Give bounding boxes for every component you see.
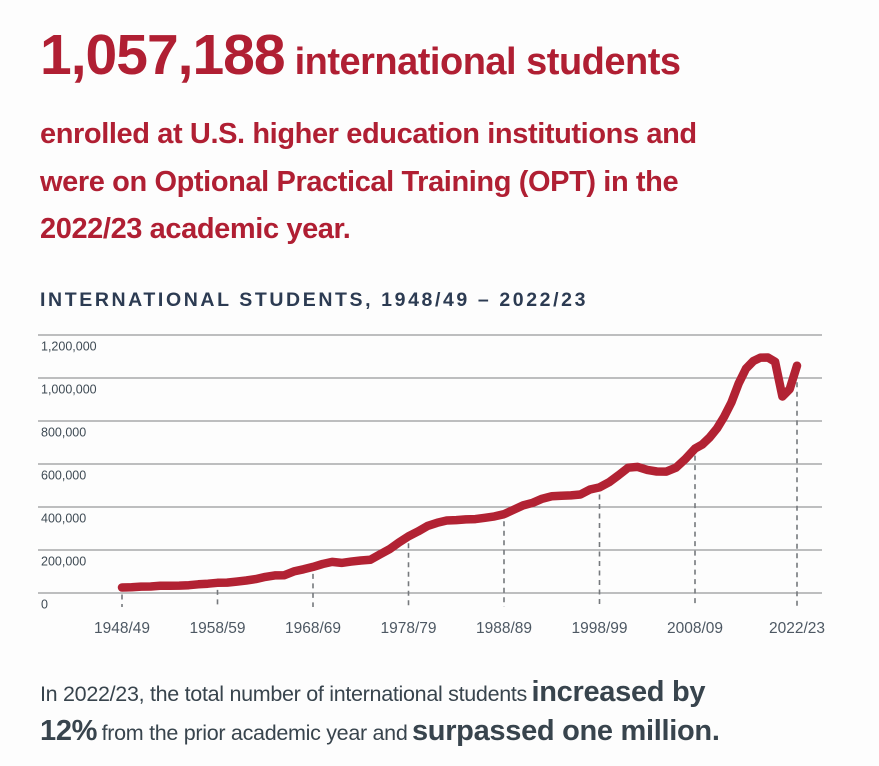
line-chart: 0 200,000 400,000 600,000 800,000 1,000,000 1,… [38, 334, 825, 637]
footer-line1-bold: increased by [531, 676, 706, 708]
y-axis-label: 400,000 [41, 512, 86, 526]
footer-line1: In 2022/23, the total number of internat… [40, 675, 720, 714]
y-axis-label: 0 [41, 598, 48, 612]
footer-line2-bold-b: surpassed one million. [411, 715, 720, 747]
y-axis-label: 200,000 [41, 555, 86, 569]
x-axis-label: 2022/23 [769, 620, 825, 637]
x-axis-label: 1978/79 [380, 620, 436, 637]
headline: 1,057,188 international students enrolled… [40, 14, 697, 254]
footer-text: In 2022/23, the total number of internat… [40, 675, 720, 753]
x-axis-label: 1988/89 [476, 620, 532, 637]
gridlines: 0 200,000 400,000 600,000 800,000 1,000,000 1,… [38, 334, 822, 612]
headline-line4: 2022/23 academic year. [40, 213, 351, 245]
x-axis-ticks: 1948/49 1958/59 1968/69 1978/79 1988/89 1998/… [94, 372, 825, 637]
data-line [117, 353, 802, 592]
y-axis-label: 1,000,000 [41, 383, 97, 397]
x-axis-label: 1998/99 [571, 620, 627, 637]
footer-line2-bold-a: 12% [40, 715, 98, 747]
footer-line2: 12% from the prior academic year and sur… [40, 714, 720, 753]
headline-line1: 1,057,188 international students [40, 14, 697, 111]
headline-line3: were on Optional Practical Training (OPT… [40, 165, 679, 198]
x-axis-label: 2008/09 [667, 620, 723, 637]
footer-line1-regular: In 2022/23, the total number of internat… [40, 682, 528, 706]
headline-rest: international students [294, 41, 681, 83]
x-axis-label: 1958/59 [189, 620, 245, 637]
x-axis-label: 1968/69 [285, 620, 341, 637]
y-axis-label: 800,000 [41, 426, 86, 440]
headline-line2: enrolled at U.S. higher education instit… [40, 118, 697, 150]
y-axis-label: 600,000 [41, 469, 86, 483]
headline-number: 1,057,188 [40, 23, 286, 87]
footer-line2-regular: from the prior academic year and [101, 721, 408, 745]
y-axis-label: 1,200,000 [41, 340, 97, 354]
x-axis-label: 1948/49 [94, 620, 150, 637]
chart-title: INTERNATIONAL STUDENTS, 1948/49 – 2022/2… [40, 289, 589, 311]
